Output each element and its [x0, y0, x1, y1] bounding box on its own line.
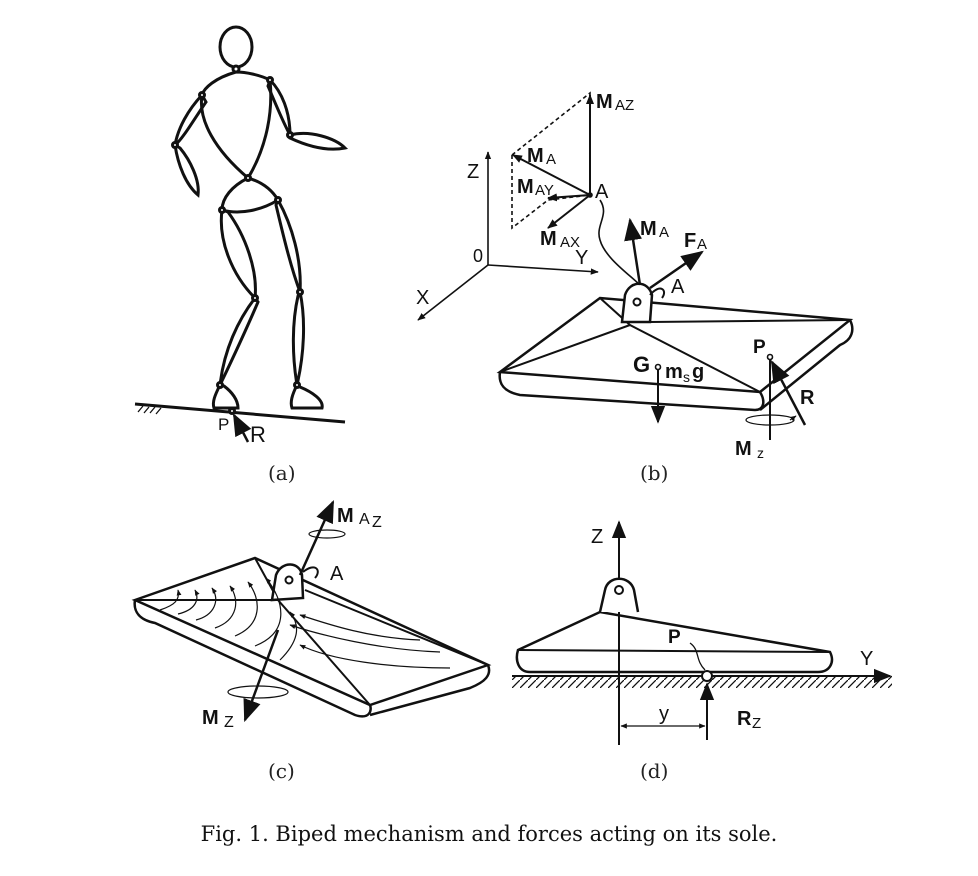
panel-b-label-ma-sole: A — [659, 224, 669, 241]
panel-d-label-rz: Z — [752, 715, 761, 732]
panel-b-axis-x: X — [416, 287, 429, 309]
panel-d-side-view — [512, 520, 892, 745]
figure-caption: Fig. 1. Biped mechanism and forces actin… — [200, 822, 778, 846]
panel-c-caption: (c) — [268, 759, 295, 783]
panel-b-label-maz-m: M — [596, 91, 613, 113]
biped-figure: P R (a) M — [131, 25, 892, 783]
panel-b-label-msg-s: s — [683, 369, 690, 385]
panel-d-label-rz-r: R — [737, 708, 752, 730]
panel-b-label-p: P — [753, 337, 766, 358]
reaction-arrow-r — [232, 413, 252, 443]
panel-c-label-maz-a: A — [359, 511, 370, 528]
ground-line — [134, 402, 346, 424]
panel-b-label-ma-sole-m: M — [640, 218, 657, 240]
figure-head — [218, 25, 254, 69]
panel-b-label-msg-g: g — [692, 361, 704, 383]
panel-c-label-mz-m: M — [202, 707, 219, 729]
panel-b-label-a-sole: A — [671, 276, 685, 298]
panel-b-label-r: R — [800, 387, 815, 409]
panel-b-label-a-top: A — [595, 181, 609, 203]
panel-b-label-may-m: M — [517, 176, 534, 198]
panel-b-label-max: AX — [560, 234, 580, 251]
panel-a-label-p: P — [218, 415, 229, 434]
panel-b-label-fa: A — [697, 236, 707, 253]
panel-b-axis-y: Y — [575, 247, 588, 269]
panel-b-label-maz: AZ — [615, 97, 634, 114]
panel-b-label-may: AY — [535, 182, 554, 199]
panel-b-label-msg-m: m — [665, 361, 683, 383]
panel-d-axis-y: Y — [860, 648, 873, 670]
panel-c-label-a: A — [330, 563, 344, 585]
panel-b-label-ma-top: A — [546, 151, 556, 168]
panel-a-label-r: R — [250, 422, 266, 447]
panel-d-label-y-dist: y — [659, 703, 669, 725]
panel-b-caption: (b) — [640, 461, 668, 485]
panel-b-label-g: G — [633, 352, 650, 377]
panel-b-label-ma-top-m: M — [527, 145, 544, 167]
panel-d-axis-z: Z — [591, 526, 603, 548]
panel-b-origin: 0 — [473, 246, 483, 266]
panel-b-label-mz: z — [757, 445, 764, 461]
panel-b-axis-z: Z — [467, 161, 479, 183]
panel-a-caption: (a) — [268, 461, 296, 485]
panel-b-label-fa-f: F — [684, 230, 696, 252]
panel-c-label-maz-z: Z — [372, 514, 382, 531]
panel-c-pressure-field — [131, 499, 492, 723]
panel-a-stick-figure — [134, 25, 349, 443]
panel-d-caption: (d) — [640, 759, 668, 783]
panel-b-label-max-m: M — [540, 228, 557, 250]
panel-b-label-mz-m: M — [735, 438, 752, 460]
sole-d-outline — [515, 610, 834, 674]
panel-b-sole-forces — [417, 91, 854, 440]
panel-d-label-p: P — [668, 627, 681, 648]
panel-c-label-maz-m: M — [337, 505, 354, 527]
panel-c-label-mz: Z — [224, 714, 234, 731]
